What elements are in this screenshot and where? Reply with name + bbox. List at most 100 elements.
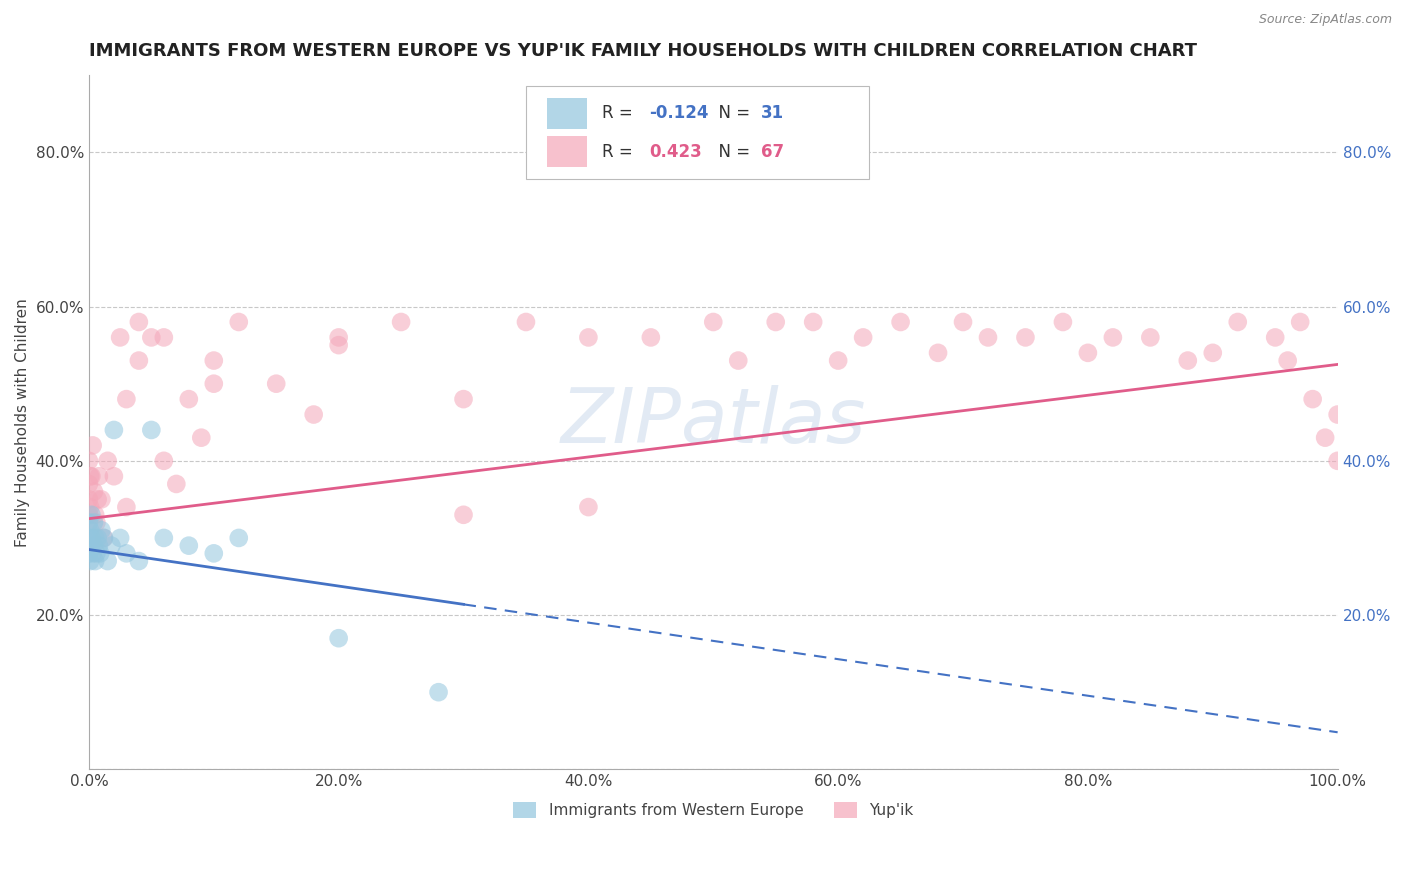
Point — [77, 531, 100, 545]
Point — [153, 330, 176, 344]
Point — [108, 330, 131, 344]
Point — [389, 315, 412, 329]
Point — [84, 554, 107, 568]
Point — [952, 315, 974, 329]
Point — [702, 315, 724, 329]
Point — [576, 330, 599, 344]
Point — [927, 346, 949, 360]
Point — [190, 431, 212, 445]
Legend: Immigrants from Western Europe, Yup'ik: Immigrants from Western Europe, Yup'ik — [508, 796, 920, 824]
Point — [87, 469, 110, 483]
Point — [453, 392, 475, 406]
Point — [128, 554, 150, 568]
Point — [852, 330, 875, 344]
Point — [1077, 346, 1099, 360]
FancyBboxPatch shape — [547, 98, 588, 129]
Point — [1264, 330, 1286, 344]
Point — [1326, 408, 1348, 422]
Point — [727, 353, 749, 368]
Point — [515, 315, 537, 329]
Point — [97, 454, 120, 468]
Text: ZIPatlas: ZIPatlas — [561, 385, 866, 459]
Text: -0.124: -0.124 — [650, 104, 709, 122]
Point — [87, 539, 110, 553]
Point — [93, 531, 115, 545]
Point — [77, 477, 100, 491]
Point — [83, 516, 105, 530]
Point — [1226, 315, 1249, 329]
Point — [1102, 330, 1125, 344]
Point — [84, 531, 107, 545]
Point — [86, 531, 108, 545]
Point — [90, 492, 112, 507]
Point — [128, 353, 150, 368]
Point — [93, 531, 115, 545]
Point — [86, 546, 108, 560]
Point — [141, 330, 163, 344]
Point — [83, 539, 105, 553]
Text: 31: 31 — [761, 104, 785, 122]
Text: 67: 67 — [761, 143, 785, 161]
Y-axis label: Family Households with Children: Family Households with Children — [15, 298, 30, 547]
Point — [82, 546, 104, 560]
Point — [177, 539, 200, 553]
Point — [97, 554, 120, 568]
Point — [80, 469, 103, 483]
Point — [89, 546, 111, 560]
Point — [128, 315, 150, 329]
FancyBboxPatch shape — [547, 136, 588, 167]
Point — [77, 492, 100, 507]
Point — [1014, 330, 1036, 344]
Point — [328, 330, 350, 344]
Point — [1177, 353, 1199, 368]
Point — [80, 531, 103, 545]
Point — [890, 315, 912, 329]
Point — [1289, 315, 1312, 329]
Point — [1302, 392, 1324, 406]
Text: 0.423: 0.423 — [650, 143, 703, 161]
Text: N =: N = — [709, 104, 755, 122]
Point — [108, 531, 131, 545]
FancyBboxPatch shape — [526, 86, 869, 179]
Point — [1277, 353, 1299, 368]
Point — [86, 492, 108, 507]
Point — [86, 516, 108, 530]
Point — [77, 516, 100, 530]
Point — [177, 392, 200, 406]
Point — [153, 454, 176, 468]
Point — [141, 423, 163, 437]
Point — [302, 408, 325, 422]
Point — [328, 338, 350, 352]
Point — [103, 469, 125, 483]
Point — [202, 376, 225, 391]
Text: R =: R = — [602, 104, 638, 122]
Point — [827, 353, 849, 368]
Point — [1313, 431, 1336, 445]
Point — [82, 438, 104, 452]
Point — [79, 469, 101, 483]
Text: R =: R = — [602, 143, 638, 161]
Point — [576, 500, 599, 514]
Text: IMMIGRANTS FROM WESTERN EUROPE VS YUP'IK FAMILY HOUSEHOLDS WITH CHILDREN CORRELA: IMMIGRANTS FROM WESTERN EUROPE VS YUP'IK… — [89, 42, 1197, 60]
Point — [79, 554, 101, 568]
Point — [453, 508, 475, 522]
Point — [640, 330, 662, 344]
Point — [1139, 330, 1161, 344]
Point — [1326, 454, 1348, 468]
Text: N =: N = — [709, 143, 755, 161]
Point — [80, 508, 103, 522]
Point — [79, 500, 101, 514]
Point — [427, 685, 450, 699]
Point — [228, 531, 250, 545]
Point — [103, 423, 125, 437]
Point — [1052, 315, 1074, 329]
Text: Source: ZipAtlas.com: Source: ZipAtlas.com — [1258, 13, 1392, 27]
Point — [765, 315, 787, 329]
Point — [165, 477, 187, 491]
Point — [115, 392, 138, 406]
Point — [115, 546, 138, 560]
Point — [77, 546, 100, 560]
Point — [228, 315, 250, 329]
Point — [77, 508, 100, 522]
Point — [202, 546, 225, 560]
